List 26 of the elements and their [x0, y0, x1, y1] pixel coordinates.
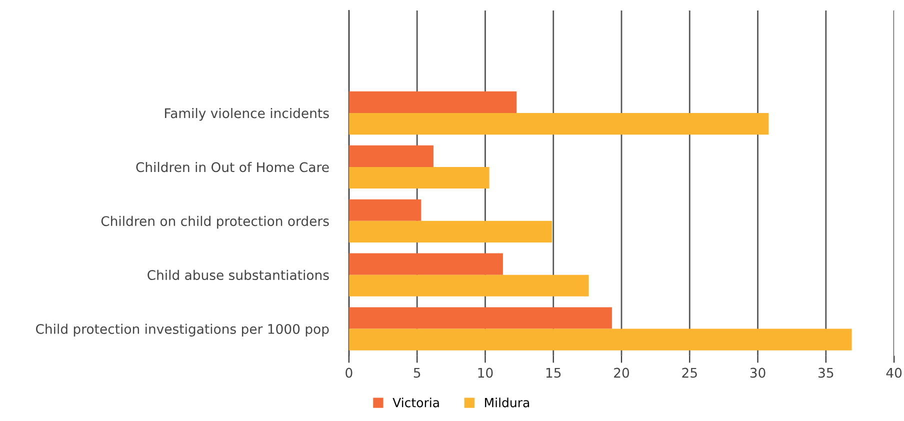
x-tick-label: 10 [478, 368, 493, 378]
bar [348, 145, 434, 167]
y-tick-label: Children in Out of Home Care [136, 162, 329, 172]
bar [348, 166, 490, 189]
legend-label: Victoria [392, 398, 439, 408]
bar [348, 307, 612, 329]
bar [348, 220, 552, 242]
bar [348, 328, 852, 350]
legend-label: Mildura [485, 398, 530, 408]
bar [348, 91, 517, 114]
x-tick-label: 40 [886, 368, 902, 378]
bar [348, 113, 769, 135]
bar [348, 253, 503, 275]
bar [348, 199, 422, 221]
x-tick-label: 15 [546, 368, 561, 378]
x-tick-label: 30 [750, 368, 766, 378]
x-tick-label: 20 [614, 368, 630, 378]
x-tick-label: 0 [346, 368, 352, 378]
y-tick-label: Child protection investigations per 1000 pop [36, 324, 329, 337]
y-tick-label: Child abuse substantiations [148, 270, 329, 280]
bar [348, 274, 589, 296]
x-tick-label: 25 [682, 368, 697, 378]
y-tick-label: Children on child protection orders [101, 216, 329, 229]
x-tick-label: 5 [414, 368, 420, 378]
y-tick-label: Family violence incidents [165, 108, 329, 121]
x-tick-label: 35 [818, 368, 834, 378]
